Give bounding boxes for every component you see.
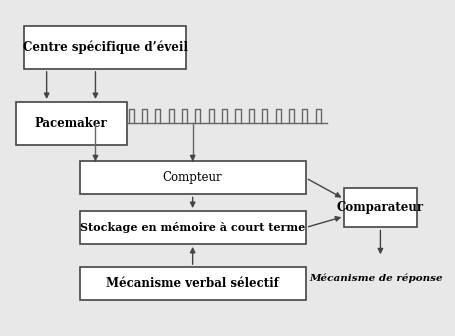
Bar	[80, 211, 306, 244]
Bar	[15, 102, 126, 145]
Bar	[80, 161, 306, 195]
Text: Mécanisme de réponse: Mécanisme de réponse	[309, 274, 443, 283]
Text: Centre spécifique d’éveil: Centre spécifique d’éveil	[23, 41, 187, 54]
Bar	[80, 267, 306, 300]
Bar	[344, 188, 417, 227]
Text: Mécanisme verbal sélectif: Mécanisme verbal sélectif	[106, 277, 279, 290]
Text: Stockage en mémoire à court terme: Stockage en mémoire à court terme	[80, 222, 305, 233]
Bar	[24, 26, 186, 69]
Text: Compteur: Compteur	[163, 171, 222, 184]
Text: Pacemaker: Pacemaker	[35, 117, 107, 130]
Text: Comparateur: Comparateur	[337, 201, 424, 214]
